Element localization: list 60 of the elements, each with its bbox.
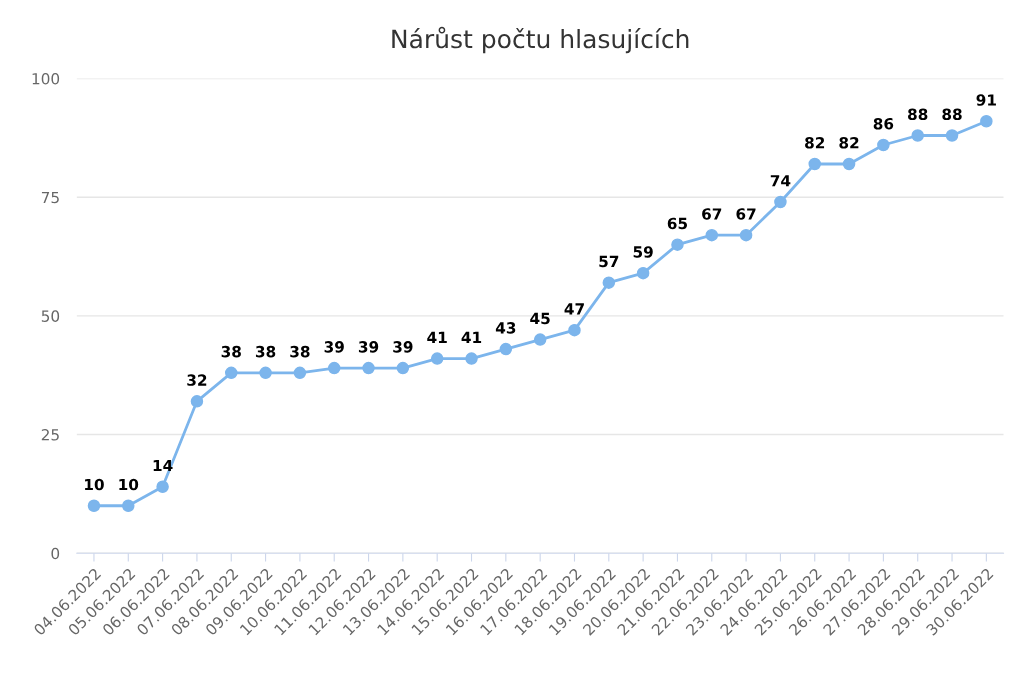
data-label: 82 xyxy=(839,136,859,149)
point xyxy=(225,366,238,380)
data-label: 39 xyxy=(393,341,413,353)
point xyxy=(396,361,410,375)
point xyxy=(465,352,478,365)
data-label: 43 xyxy=(495,322,516,334)
point xyxy=(739,228,753,242)
point xyxy=(190,395,204,408)
data-label: 88 xyxy=(942,108,962,121)
point xyxy=(808,157,821,171)
data-label: 38 xyxy=(221,345,241,358)
data-label: 45 xyxy=(530,312,550,325)
data-label: 10 xyxy=(119,478,139,491)
data-label: 74 xyxy=(770,175,791,187)
point xyxy=(293,366,307,380)
data-label: 39 xyxy=(324,341,344,353)
point xyxy=(430,352,444,365)
chart-title: Nárůst počtu hlasujících xyxy=(392,26,689,54)
point xyxy=(327,361,341,375)
point xyxy=(362,361,375,375)
data-label: 91 xyxy=(976,94,996,106)
point xyxy=(156,480,169,494)
point xyxy=(122,499,135,513)
data-label: 32 xyxy=(187,374,207,386)
point xyxy=(671,238,684,251)
data-label: 41 xyxy=(427,331,447,343)
point xyxy=(911,129,924,142)
data-label: 14 xyxy=(153,459,173,472)
y-tick-label: 25 xyxy=(41,429,59,441)
point xyxy=(705,228,719,242)
point xyxy=(533,333,547,346)
data-label: 67 xyxy=(702,208,722,220)
data-label: 65 xyxy=(667,217,688,230)
data-label: 57 xyxy=(599,255,619,268)
data-label: 82 xyxy=(805,136,825,149)
point xyxy=(980,115,993,128)
data-label: 41 xyxy=(461,331,482,343)
point xyxy=(636,266,650,280)
y-tick-label: 100 xyxy=(32,73,60,85)
point xyxy=(499,342,513,356)
point xyxy=(602,276,616,289)
point xyxy=(877,138,890,152)
data-label: 67 xyxy=(736,208,756,220)
point xyxy=(842,157,856,171)
y-tick-label: 0 xyxy=(51,547,60,560)
data-label: 59 xyxy=(633,246,653,258)
point xyxy=(945,129,959,142)
data-label: 39 xyxy=(358,341,379,353)
point xyxy=(87,499,101,513)
y-tick-label: 75 xyxy=(41,191,59,204)
point xyxy=(774,195,787,209)
data-label: 10 xyxy=(85,478,104,491)
data-label: 38 xyxy=(290,345,310,358)
point xyxy=(568,323,581,337)
point xyxy=(259,366,272,380)
data-label: 38 xyxy=(255,345,276,358)
data-label: 86 xyxy=(873,117,894,130)
data-label: 88 xyxy=(908,108,928,121)
data-label: 47 xyxy=(564,303,584,315)
y-tick-label: 50 xyxy=(41,310,60,322)
